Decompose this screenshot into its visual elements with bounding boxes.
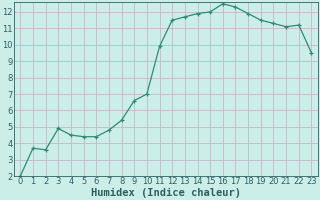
X-axis label: Humidex (Indice chaleur): Humidex (Indice chaleur) [91, 188, 241, 198]
